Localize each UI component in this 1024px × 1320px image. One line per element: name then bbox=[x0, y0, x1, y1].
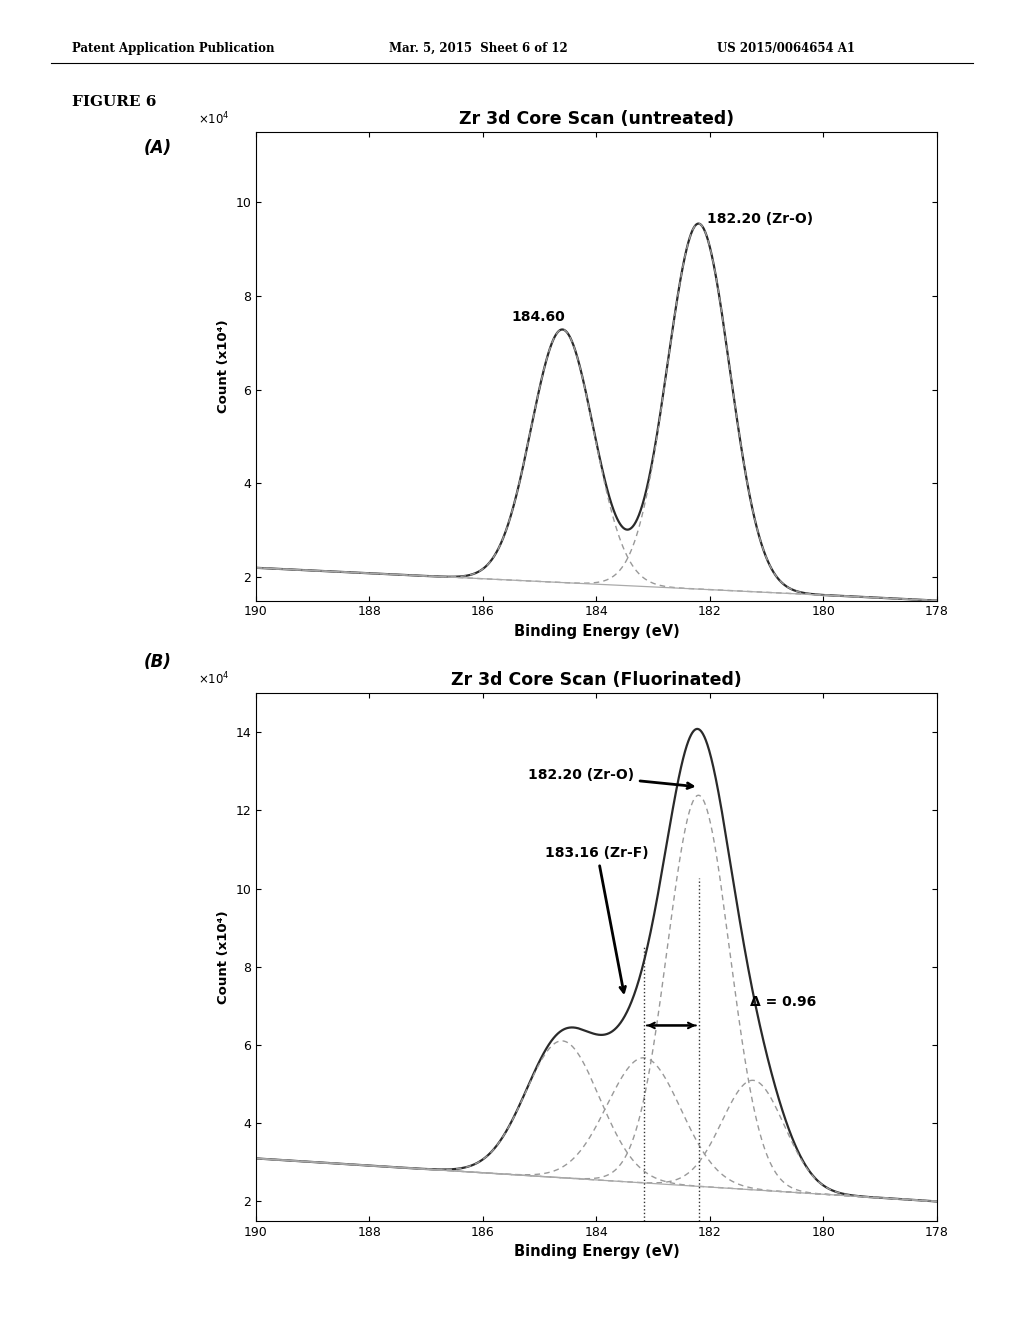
Y-axis label: Count (x10⁴): Count (x10⁴) bbox=[217, 319, 229, 413]
X-axis label: Binding Energy (eV): Binding Energy (eV) bbox=[514, 1245, 679, 1259]
Y-axis label: Count (x10⁴): Count (x10⁴) bbox=[217, 911, 229, 1003]
Text: 182.20 (Zr-O): 182.20 (Zr-O) bbox=[708, 211, 813, 226]
Text: Mar. 5, 2015  Sheet 6 of 12: Mar. 5, 2015 Sheet 6 of 12 bbox=[389, 42, 568, 55]
Text: $\times 10^4$: $\times 10^4$ bbox=[198, 671, 229, 688]
Text: (A): (A) bbox=[143, 139, 171, 157]
X-axis label: Binding Energy (eV): Binding Energy (eV) bbox=[514, 624, 679, 639]
Text: (B): (B) bbox=[143, 653, 171, 672]
Text: 184.60: 184.60 bbox=[512, 310, 565, 325]
Text: Δ = 0.96: Δ = 0.96 bbox=[750, 995, 816, 1008]
Text: Patent Application Publication: Patent Application Publication bbox=[72, 42, 274, 55]
Text: 182.20 (Zr-O): 182.20 (Zr-O) bbox=[528, 768, 693, 788]
Text: $\times 10^4$: $\times 10^4$ bbox=[198, 111, 229, 127]
Text: FIGURE 6: FIGURE 6 bbox=[72, 95, 156, 110]
Title: Zr 3d Core Scan (untreated): Zr 3d Core Scan (untreated) bbox=[459, 110, 734, 128]
Title: Zr 3d Core Scan (Fluorinated): Zr 3d Core Scan (Fluorinated) bbox=[452, 671, 741, 689]
Text: 183.16 (Zr-F): 183.16 (Zr-F) bbox=[546, 846, 649, 993]
Text: US 2015/0064654 A1: US 2015/0064654 A1 bbox=[717, 42, 855, 55]
